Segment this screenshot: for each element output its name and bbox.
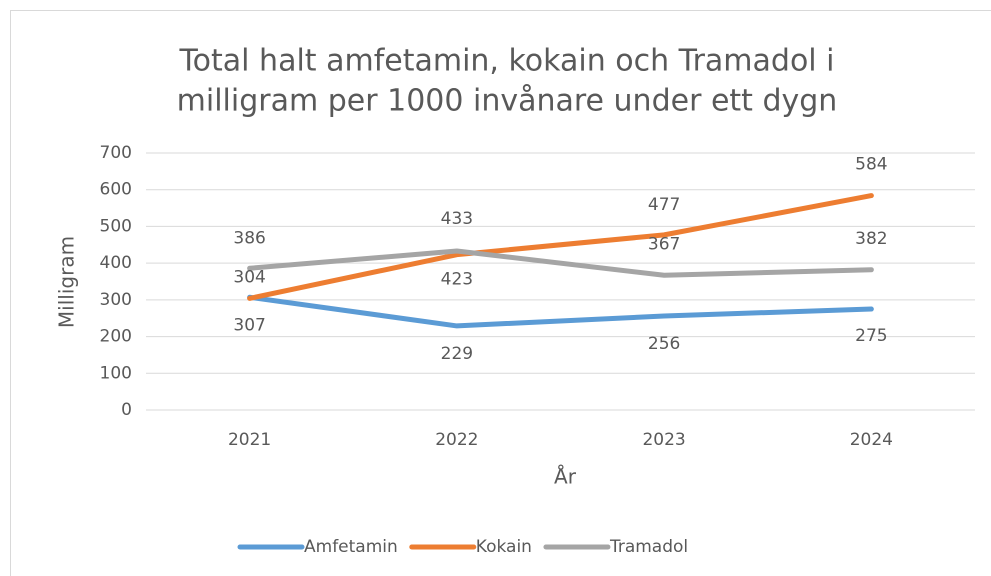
data-label: 477 [648, 195, 680, 215]
data-label: 433 [441, 209, 473, 229]
chart-title: milligram per 1000 invånare under ett dy… [177, 84, 838, 119]
y-tick-label: 0 [121, 400, 132, 420]
legend-label: Amfetamin [304, 537, 398, 557]
y-tick-label: 400 [100, 253, 132, 273]
data-label: 304 [233, 267, 265, 287]
chart-frame [10, 10, 991, 576]
y-tick-label: 300 [100, 290, 132, 310]
x-tick-label: 2023 [642, 430, 685, 450]
data-label: 275 [855, 326, 887, 346]
x-tick-label: 2024 [850, 430, 893, 450]
y-tick-label: 700 [100, 143, 132, 163]
chart-title: Total halt amfetamin, kokain och Tramado… [178, 44, 834, 79]
data-label: 256 [648, 334, 680, 354]
data-label: 386 [233, 228, 265, 248]
y-tick-label: 600 [100, 180, 132, 200]
y-axis-label: Milligram [55, 236, 79, 328]
y-tick-label: 500 [100, 216, 132, 236]
legend-label: Tramadol [609, 537, 688, 557]
x-axis-label: År [554, 465, 577, 489]
data-label: 584 [855, 155, 887, 175]
data-label: 307 [233, 315, 265, 335]
series-line [247, 248, 874, 278]
data-label: 382 [855, 229, 887, 249]
x-tick-label: 2021 [228, 430, 271, 450]
y-tick-label: 100 [100, 363, 132, 383]
data-label: 229 [441, 344, 473, 364]
legend-label: Kokain [476, 537, 532, 557]
data-label: 367 [648, 234, 680, 254]
data-label: 423 [441, 270, 473, 290]
y-tick-label: 200 [100, 327, 132, 347]
series-line [247, 294, 874, 329]
series-line [247, 193, 874, 301]
x-tick-label: 2022 [435, 430, 478, 450]
